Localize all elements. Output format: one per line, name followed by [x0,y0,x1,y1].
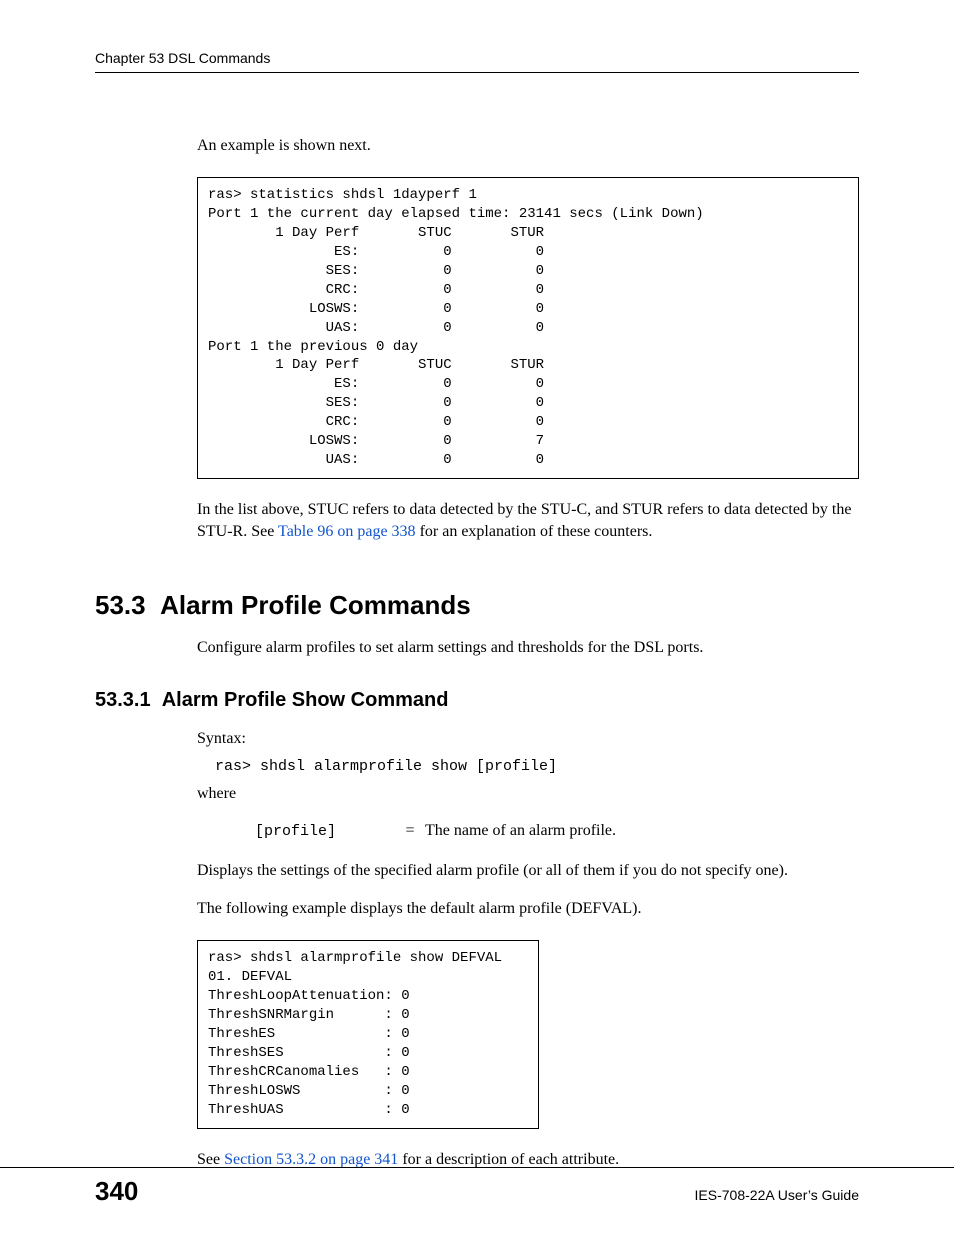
parameter-table: [profile] = The name of an alarm profile… [255,822,859,840]
description-1: Displays the settings of the specified a… [197,860,859,882]
section-53-3-intro: Configure alarm profiles to set alarm se… [197,637,859,659]
content: An example is shown next. ras> statistic… [95,73,859,1171]
page-footer: 340 IES-708-22A User’s Guide [0,1167,954,1207]
syntax-label: Syntax: [197,728,859,750]
section-53-3-1-heading: 53.3.1 Alarm Profile Show Command [95,689,859,712]
section-title: Alarm Profile Commands [160,590,471,620]
subsection-title: Alarm Profile Show Command [162,689,449,711]
code-block-alarmprofile: ras> shdsl alarmprofile show DEFVAL 01. … [197,940,539,1128]
param-description: The name of an alarm profile. [425,822,616,840]
page-number: 340 [95,1176,138,1207]
intro-paragraph: An example is shown next. [197,135,859,157]
description-2: The following example displays the defau… [197,898,859,920]
section-number: 53.3 [95,590,146,620]
param-row: [profile] = The name of an alarm profile… [255,822,859,840]
chapter-title: Chapter 53 DSL Commands [95,50,270,66]
guide-name: IES-708-22A User’s Guide [695,1187,859,1203]
subsection-number: 53.3.1 [95,689,151,711]
text-post: for an explanation of these counters. [416,523,653,540]
where-label: where [197,783,859,805]
code-block-1dayperf: ras> statistics shdsl 1dayperf 1 Port 1 … [197,177,859,478]
section-53-3-heading: 53.3 Alarm Profile Commands [95,590,859,621]
page-header: Chapter 53 DSL Commands [95,50,859,73]
stuc-explanation: In the list above, STUC refers to data d… [197,499,859,544]
param-name: [profile] [255,823,395,840]
section-link[interactable]: Section 53.3.2 on page 341 [224,1151,398,1168]
closing-pre: See [197,1151,224,1168]
closing-post: for a description of each attribute. [398,1151,619,1168]
syntax-command: ras> shdsl alarmprofile show [profile] [215,758,859,775]
table-link[interactable]: Table 96 on page 338 [278,523,416,540]
param-equals: = [395,822,425,840]
